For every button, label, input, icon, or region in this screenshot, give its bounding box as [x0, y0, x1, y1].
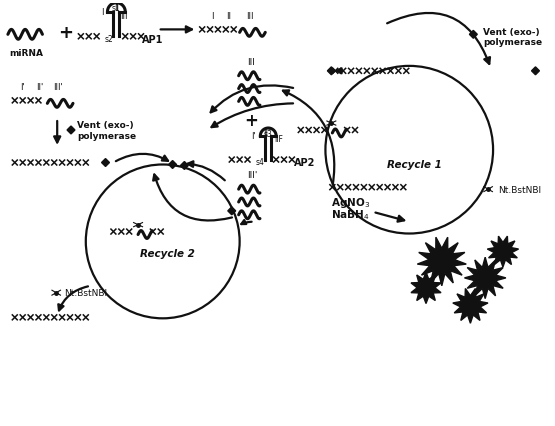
Polygon shape: [417, 238, 466, 286]
Text: II: II: [114, 4, 119, 13]
Text: s1: s1: [112, 4, 121, 13]
Text: polymerase: polymerase: [483, 38, 542, 47]
Polygon shape: [411, 272, 441, 304]
Polygon shape: [228, 207, 236, 215]
Polygon shape: [532, 68, 539, 75]
Text: AgNO$_3$: AgNO$_3$: [331, 196, 370, 210]
Polygon shape: [327, 68, 335, 75]
Text: III': III': [248, 171, 258, 180]
Text: s2: s2: [104, 35, 113, 44]
Text: III': III': [53, 82, 63, 91]
Text: Recycle 1: Recycle 1: [387, 160, 442, 170]
Text: I': I': [251, 132, 256, 141]
Polygon shape: [67, 127, 75, 135]
Polygon shape: [180, 162, 188, 170]
Text: IIF: IIF: [275, 135, 284, 144]
Text: s3: s3: [264, 130, 273, 139]
Text: +: +: [59, 24, 74, 42]
Text: I: I: [211, 12, 213, 20]
Text: I: I: [102, 8, 104, 17]
Text: AP2: AP2: [294, 158, 315, 168]
Text: s4: s4: [256, 158, 265, 167]
Text: III: III: [246, 12, 253, 20]
Polygon shape: [470, 31, 477, 39]
Text: polymerase: polymerase: [77, 132, 136, 141]
Text: Vent (exo-): Vent (exo-): [77, 121, 134, 130]
Text: Vent (exo-): Vent (exo-): [483, 28, 540, 37]
Text: Nt.BstNBI: Nt.BstNBI: [498, 185, 541, 194]
Text: I': I': [21, 82, 25, 91]
Text: Recycle 2: Recycle 2: [140, 249, 195, 259]
Text: III: III: [120, 12, 127, 20]
Polygon shape: [169, 161, 176, 169]
Polygon shape: [487, 236, 518, 268]
Text: II': II': [36, 82, 43, 91]
Text: Nt.BstNBI: Nt.BstNBI: [64, 288, 107, 297]
Text: II: II: [226, 12, 231, 20]
Text: miRNA: miRNA: [9, 49, 44, 58]
Text: AP1: AP1: [142, 35, 163, 45]
Polygon shape: [102, 159, 109, 167]
Polygon shape: [453, 289, 488, 323]
Text: +: +: [245, 112, 259, 130]
Text: III: III: [248, 58, 255, 67]
Polygon shape: [465, 258, 506, 299]
Text: NaBH$_4$: NaBH$_4$: [331, 207, 370, 221]
Text: II': II': [263, 128, 270, 137]
